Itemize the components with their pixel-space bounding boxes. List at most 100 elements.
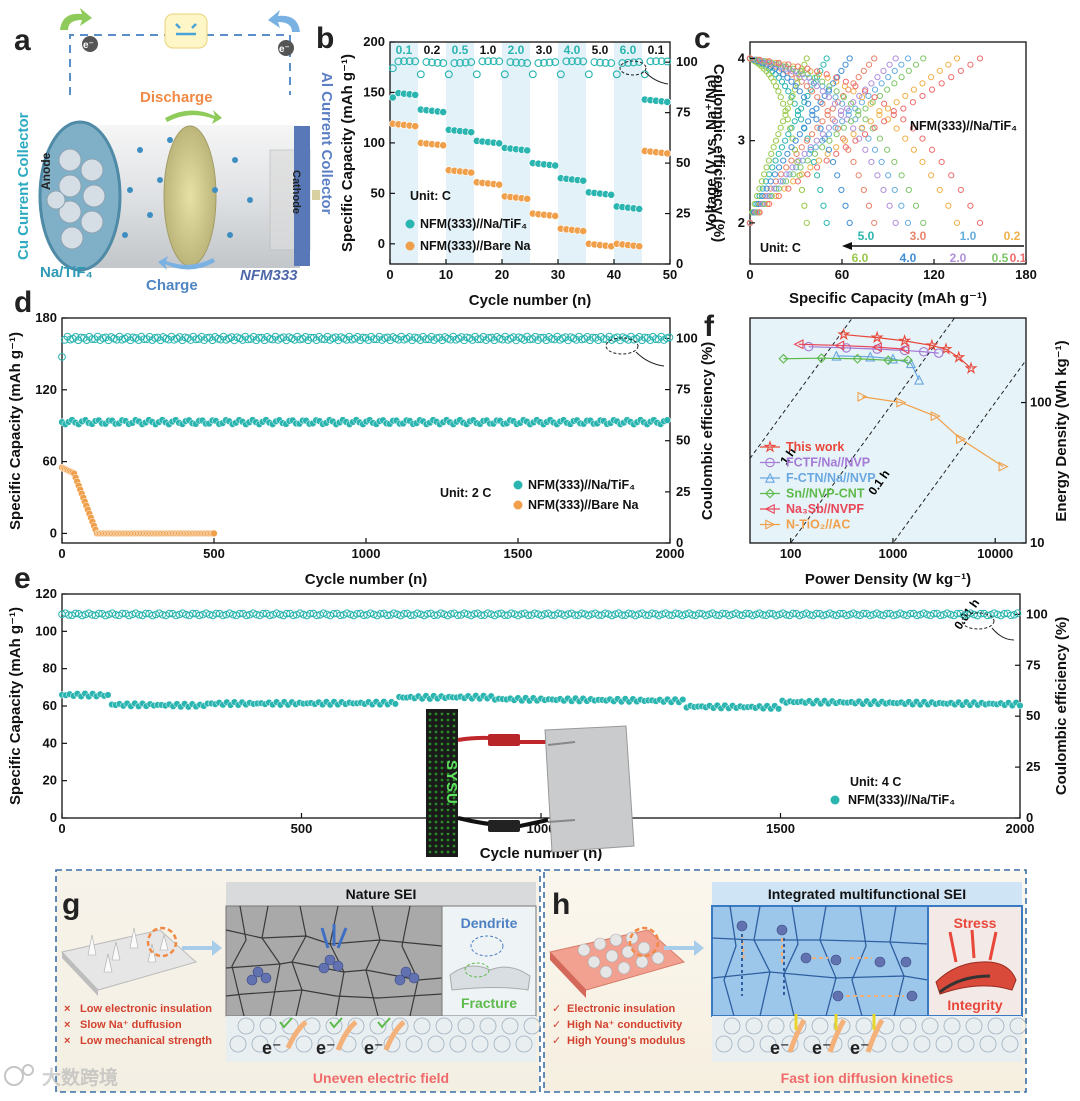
sei-grains-h (711, 905, 929, 1017)
charge-point-c-2-22 (891, 67, 898, 74)
ce-point-e-127 (484, 609, 492, 618)
charge-point-c-5-11 (792, 137, 799, 144)
pouch-tabs (547, 741, 576, 823)
cathode-material-label: NFM333 (240, 267, 298, 284)
x-tick-label-c-3: 180 (1015, 267, 1037, 282)
led-dot-27 (440, 742, 444, 746)
charge-point-c-7-20 (891, 80, 898, 87)
series-line-f-3 (783, 357, 908, 361)
ce-point-b-29 (545, 58, 554, 67)
led-dot-18 (446, 730, 450, 734)
grain-h-23 (957, 1035, 975, 1053)
charge-point-c-8-1 (756, 209, 763, 216)
ce-point-e-253 (906, 609, 915, 618)
y-tick-label-e-4: 80 (43, 661, 57, 676)
ce-point-b-12 (450, 59, 459, 68)
charge-point-c-0-11 (782, 137, 789, 144)
discharge-point-c-0-23 (820, 202, 827, 209)
ce-point-e-185 (678, 611, 687, 620)
legend-label-f-3: Sn//NVP-CNT (786, 487, 865, 501)
led-dot-47 (440, 766, 444, 770)
capacity-point-b-1-50 (663, 149, 672, 158)
discharge-point-c-8-18 (919, 135, 926, 142)
charge-point-c-4-10 (770, 144, 777, 151)
discharge-point-c-6-13 (825, 94, 833, 101)
discharge-point-c-8-22 (957, 186, 964, 194)
electron-label-h-1: e⁻ (812, 1038, 832, 1058)
led-dot-85 (428, 814, 432, 818)
y2-tick-label-b-2: 50 (676, 155, 690, 170)
x-tick-label-e-0: 0 (58, 821, 65, 836)
discharge-point-c-0-11 (782, 83, 789, 90)
ce-point-b-49 (657, 57, 666, 66)
charge-point-c-4-9 (768, 150, 775, 157)
led-dot-79 (452, 802, 456, 806)
led-dot-16 (434, 730, 438, 734)
ce-point-e-227 (819, 611, 827, 620)
charge-point-c-8-7 (813, 164, 821, 171)
ce-point-e-248 (889, 611, 898, 620)
ce-point-e-125 (477, 611, 485, 620)
discharge-point-c-7-20 (891, 158, 898, 166)
led-dot-89 (452, 814, 456, 818)
discharge-point-c-1-15 (824, 108, 831, 115)
led-dot-21 (434, 736, 438, 740)
point-f-4-0 (793, 339, 804, 350)
led-dot-68 (446, 790, 450, 794)
legend-label-e-0: NFM(333)//Na/TiF₄ (848, 793, 955, 807)
ce-point-b-11 (444, 70, 453, 79)
ce-point-d-50 (194, 335, 203, 343)
charge-point-c-7-12 (833, 131, 840, 138)
chart-title-c: NFM(333)//Na/TiF₄ (910, 119, 1017, 133)
ce-point-d-35 (153, 333, 162, 342)
ce-point-e-276 (983, 611, 992, 620)
discharge-point-c-5-13 (800, 94, 808, 101)
discharge-point-c-6-11 (813, 83, 820, 90)
charge-point-c-0-6 (766, 171, 773, 178)
na-clusters-g (246, 954, 420, 986)
discharge-point-c-0-16 (798, 116, 805, 123)
bullets-g: × Low electronic insulation × Slow Na⁺ d… (64, 1003, 212, 1047)
x-tick-label-b-0: 0 (386, 267, 393, 282)
ce-point-d-77 (268, 335, 277, 344)
ce-point-e-53 (235, 609, 244, 618)
point-f-0-4 (939, 342, 953, 355)
electron-label-g-1: e⁻ (316, 1038, 336, 1058)
charge-point-c-7-19 (884, 86, 891, 93)
discharge-point-c-6-24 (892, 219, 899, 226)
ce-point-e-69 (289, 611, 298, 620)
charge-point-c-5-19 (825, 86, 833, 93)
led-dot-52 (440, 772, 444, 776)
grain-h-5 (759, 1035, 777, 1053)
point-f-3-1 (816, 353, 827, 364)
charge-point-c-8-9 (833, 150, 840, 157)
point-f-0-1 (870, 330, 884, 344)
ce-point-e-204 (742, 609, 750, 618)
led-dot-83 (446, 808, 450, 812)
dendrite-circle-g (470, 935, 504, 957)
electron-icon-right (278, 40, 294, 56)
discharge-point-c-5-24 (846, 219, 853, 226)
charge-point-c-0-24 (823, 55, 830, 62)
unit-label-e: Unit: 4 C (850, 775, 901, 789)
dendrite-label-g: Dendrite (461, 915, 518, 931)
ce-point-e-67 (282, 609, 291, 618)
ce-point-e-176 (648, 609, 656, 618)
discharge-point-c-5-22 (838, 186, 845, 194)
led-dot-104 (452, 832, 456, 836)
discharge-point-c-3-3 (772, 59, 779, 66)
charge-point-c-8-3 (775, 192, 782, 200)
ce-point-b-44 (629, 58, 638, 67)
discharge-point-c-2-23 (898, 202, 905, 209)
charge-point-c-8-15 (890, 111, 897, 119)
ce-point-e-255 (913, 611, 921, 620)
title-bar-h (712, 882, 1022, 906)
x-axis-label-c: Specific Capacity (mAh g⁻¹) (789, 290, 987, 307)
charge-point-c-4-6 (761, 171, 768, 178)
point-f-1-4 (918, 347, 929, 357)
led-dot-118 (446, 850, 450, 854)
y-axis-label-f: Energy Density (Wh kg⁻¹) (1053, 340, 1070, 521)
rate-legend-c-7: 0.5 (992, 251, 1009, 265)
ce-point-b-8 (428, 58, 436, 67)
charge-point-c-7-6 (790, 171, 797, 178)
